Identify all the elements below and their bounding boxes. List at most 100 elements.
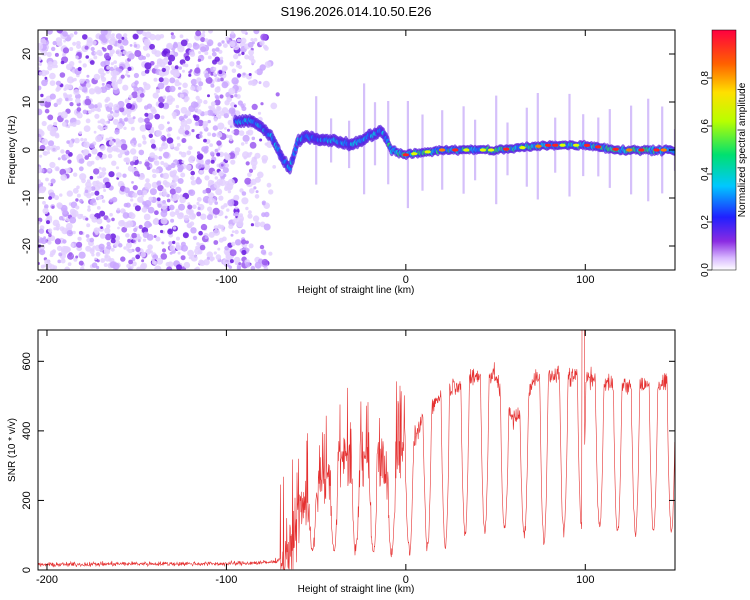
spectrogram-noise-cell — [91, 198, 96, 203]
spectrogram-noise-cell — [205, 236, 208, 239]
spectrogram-noise-cell — [113, 263, 120, 270]
spectrogram-noise-cell — [104, 255, 108, 259]
spectrogram-noise-cell — [47, 29, 53, 35]
spectrogram-noise-cell — [73, 173, 77, 177]
spectrogram-noise-cell — [138, 143, 142, 147]
spectrogram-noise-cell — [75, 205, 79, 209]
spectrogram-noise-cell — [237, 73, 241, 77]
spectrogram-noise-cell — [108, 154, 113, 159]
spectrogram-noise-cell — [222, 107, 228, 113]
spectrogram-noise-cell — [48, 183, 51, 186]
spectrogram-noise-cell — [124, 118, 128, 122]
spectrogram-noise-cell — [255, 221, 261, 227]
spectrogram-noise-cell — [248, 210, 252, 214]
spectrogram-noise-cell — [77, 237, 81, 241]
spectrogram-noise-cell — [46, 220, 50, 224]
spectrogram-noise-cell — [70, 209, 76, 215]
spectrogram-noise-cell — [242, 191, 247, 196]
spectrogram-noise-cell — [234, 105, 237, 108]
spectrogram-noise-cell — [93, 55, 97, 59]
spectrogram-noise-cell — [181, 152, 187, 158]
spectrogram-noise-cell — [109, 53, 113, 57]
spectrogram-noise-cell — [174, 147, 177, 150]
spectrogram-noise-cell — [223, 43, 228, 48]
spectrogram-noise-cell — [239, 130, 245, 136]
spectrogram-peak-cell — [584, 144, 590, 147]
spectrogram-noise-cell — [64, 267, 70, 273]
spectrogram-noise-cell — [150, 250, 153, 253]
spectrogram-noise-cell — [210, 151, 215, 156]
spectrogram-noise-cell — [76, 41, 81, 46]
spectrogram-noise-cell — [90, 238, 95, 243]
spectrogram-noise-cell — [154, 210, 159, 215]
spectrogram-noise-cell — [62, 210, 69, 217]
spectrogram-noise-cell — [131, 233, 137, 239]
spectrogram-noise-cell — [105, 104, 108, 107]
spectrogram-noise-cell — [228, 224, 233, 229]
spectrogram-noise-cell — [52, 249, 56, 253]
spectrogram-noise-cell — [203, 100, 207, 104]
spectrogram-noise-cell — [132, 138, 136, 142]
spectrogram-noise-cell — [39, 63, 42, 66]
spectrogram-noise-cell — [227, 199, 234, 206]
spectrogram-noise-cell — [111, 76, 117, 82]
spectrogram-noise-cell — [47, 240, 51, 244]
spectrogram-noise-cell — [207, 214, 213, 220]
spectrogram-noise-cell — [182, 70, 185, 73]
spectrogram-noise-cell — [233, 195, 239, 201]
spectrogram-noise-cell — [170, 163, 175, 168]
spectrogram-noise-cell — [247, 214, 252, 219]
spectrogram-noise-cell — [139, 161, 142, 164]
spectrogram-noise-cell — [200, 214, 206, 220]
spectrogram-noise-cell — [169, 77, 175, 83]
spectrogram-noise-cell — [141, 259, 144, 262]
spectrogram-noise-cell — [75, 198, 78, 201]
spectrogram-noise-cell — [67, 160, 71, 164]
spectrogram-noise-cell — [162, 248, 166, 252]
spectrogram-noise-cell — [83, 63, 87, 67]
spectrogram-noise-cell — [163, 173, 170, 180]
spectrogram-noise-cell — [45, 70, 49, 74]
spectrogram-noise-cell — [178, 178, 184, 184]
spectrogram-noise-cell — [154, 160, 159, 165]
spectrogram-noise-cell — [170, 219, 174, 223]
spectrogram-noise-cell — [57, 260, 61, 264]
spectrogram-noise-cell — [134, 73, 139, 78]
spectrogram-noise-cell — [268, 189, 273, 194]
spectrogram-noise-cell — [181, 40, 188, 47]
spectrogram-noise-cell — [178, 87, 181, 90]
colorbar-tick-label: 0.6 — [700, 119, 711, 133]
spectrogram-noise-cell — [172, 241, 175, 244]
spectrogram-noise-cell — [255, 153, 261, 159]
spectrogram-noise-cell — [118, 243, 122, 247]
spectrogram-noise-cell — [93, 168, 99, 174]
spectrogram-noise-cell — [97, 195, 102, 200]
spectrogram-noise-cell — [134, 44, 138, 48]
spectrogram-noise-cell — [245, 207, 248, 210]
spectrogram-noise-cell — [217, 123, 224, 130]
spectrogram-noise-cell — [189, 189, 196, 196]
spectrogram-noise-cell — [237, 264, 241, 268]
spectrogram-noise-cell — [142, 190, 147, 195]
spectrogram-noise-cell — [177, 143, 181, 147]
spectrogram-noise-cell — [87, 208, 91, 212]
spectrogram-noise-cell — [186, 164, 192, 170]
spectrogram-noise-cell — [79, 158, 85, 164]
spectrogram-xtick-label: -200 — [36, 274, 58, 286]
spectrogram-plot: -200 -100 0 100 -20-1001020 Height of strai… — [7, 27, 677, 296]
spectrogram-noise-cell — [180, 34, 184, 38]
spectrogram-noise-cell — [92, 40, 97, 45]
spectrogram-noise-cell — [243, 135, 250, 142]
spectrogram-noise-cell — [219, 94, 223, 98]
spectrogram-noise-cell — [230, 160, 235, 165]
spectrogram-noise-cell — [139, 225, 143, 229]
spectrogram-noise-cell — [162, 68, 166, 72]
spectrogram-noise-cell — [105, 121, 108, 124]
spectrogram-noise-cell — [154, 114, 160, 120]
spectrogram-noise-cell — [209, 232, 215, 238]
spectrogram-noise-cell — [184, 125, 190, 131]
spectrogram-noise-cell — [85, 190, 89, 194]
spectrogram-noise-cell — [45, 77, 48, 80]
spectrogram-noise-cell — [198, 81, 203, 86]
colorbar-tick-label: 0.2 — [700, 215, 711, 229]
